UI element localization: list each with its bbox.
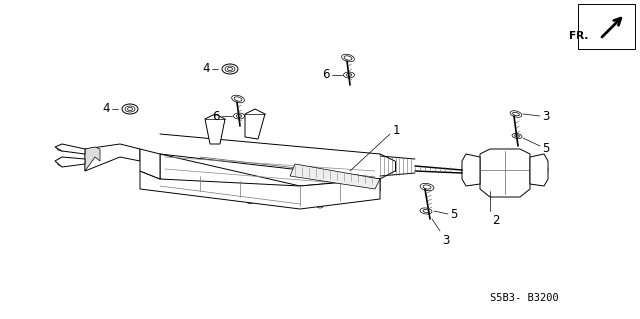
- Text: 6: 6: [212, 109, 220, 122]
- Text: 3: 3: [442, 234, 449, 247]
- Text: 5: 5: [450, 209, 458, 221]
- Circle shape: [541, 167, 547, 173]
- Ellipse shape: [423, 210, 429, 212]
- Ellipse shape: [540, 164, 548, 176]
- Text: 6: 6: [323, 69, 330, 81]
- Polygon shape: [55, 144, 85, 154]
- Polygon shape: [290, 164, 380, 189]
- Ellipse shape: [495, 161, 515, 179]
- Polygon shape: [530, 154, 548, 186]
- Ellipse shape: [227, 68, 232, 70]
- Ellipse shape: [234, 113, 244, 119]
- Ellipse shape: [222, 64, 238, 74]
- Polygon shape: [140, 171, 380, 209]
- Ellipse shape: [246, 198, 254, 204]
- Ellipse shape: [515, 135, 520, 137]
- Ellipse shape: [127, 108, 132, 110]
- Circle shape: [463, 167, 469, 173]
- Text: 2: 2: [492, 214, 499, 227]
- Ellipse shape: [237, 115, 241, 117]
- Circle shape: [211, 117, 219, 125]
- Text: FR.: FR.: [568, 31, 588, 41]
- Ellipse shape: [342, 54, 355, 62]
- Text: 1: 1: [393, 124, 401, 137]
- Polygon shape: [480, 149, 530, 197]
- Ellipse shape: [420, 183, 434, 191]
- Polygon shape: [55, 157, 85, 167]
- Text: 4: 4: [102, 102, 110, 115]
- Ellipse shape: [344, 72, 355, 78]
- Ellipse shape: [420, 208, 432, 214]
- Ellipse shape: [423, 185, 431, 189]
- Polygon shape: [85, 147, 100, 171]
- Ellipse shape: [346, 73, 351, 77]
- Ellipse shape: [513, 112, 520, 116]
- Polygon shape: [462, 154, 480, 186]
- Text: 3: 3: [542, 110, 549, 123]
- Ellipse shape: [500, 166, 510, 174]
- Ellipse shape: [462, 164, 470, 176]
- Polygon shape: [85, 144, 140, 171]
- Ellipse shape: [232, 95, 244, 103]
- Ellipse shape: [122, 104, 138, 114]
- Ellipse shape: [125, 106, 135, 112]
- Ellipse shape: [57, 145, 67, 151]
- Text: 5: 5: [542, 142, 549, 154]
- Polygon shape: [160, 154, 380, 199]
- Ellipse shape: [344, 56, 352, 60]
- Polygon shape: [578, 4, 635, 49]
- Polygon shape: [245, 109, 265, 139]
- Polygon shape: [205, 114, 225, 144]
- Ellipse shape: [317, 204, 323, 208]
- Polygon shape: [140, 149, 160, 179]
- Ellipse shape: [510, 111, 522, 117]
- Text: 4: 4: [202, 63, 210, 76]
- Circle shape: [251, 112, 259, 120]
- Ellipse shape: [512, 133, 522, 139]
- Ellipse shape: [234, 97, 242, 101]
- Ellipse shape: [225, 66, 235, 72]
- Ellipse shape: [57, 158, 67, 166]
- Text: S5B3- B3200: S5B3- B3200: [490, 293, 559, 303]
